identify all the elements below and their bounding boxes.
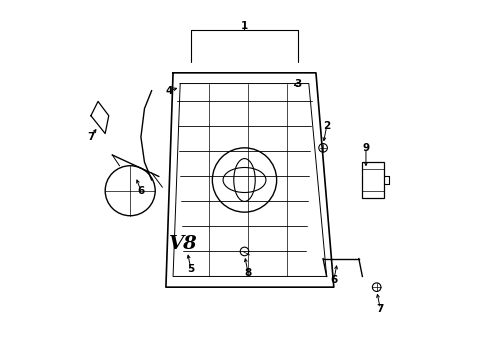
Text: 6: 6 xyxy=(329,275,337,285)
Text: 9: 9 xyxy=(362,143,369,153)
Text: V8: V8 xyxy=(169,235,198,253)
Text: 4: 4 xyxy=(165,86,173,96)
Text: 6: 6 xyxy=(137,186,144,196)
Text: 8: 8 xyxy=(244,268,251,278)
Text: 7: 7 xyxy=(376,303,383,314)
Text: 3: 3 xyxy=(294,78,301,89)
Text: 7: 7 xyxy=(87,132,94,142)
Text: 2: 2 xyxy=(323,121,329,131)
Text: 5: 5 xyxy=(187,264,194,274)
Text: 1: 1 xyxy=(241,21,247,31)
